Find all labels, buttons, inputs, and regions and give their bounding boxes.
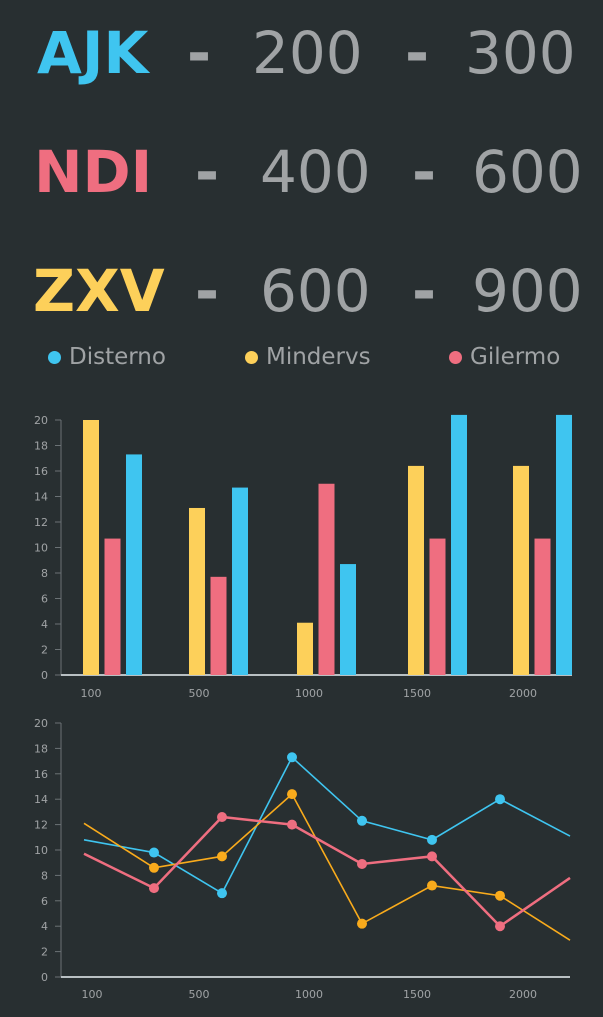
row-high-value: 300 <box>465 19 576 87</box>
bar-disterno <box>232 487 248 675</box>
y-tick-label: 0 <box>41 971 48 984</box>
row-high-value: 900 <box>472 257 583 325</box>
legend-label: Gilermo <box>470 344 561 370</box>
row-high-value: 600 <box>472 138 583 206</box>
row-low-value: 400 <box>260 138 371 206</box>
x-tick-label: 2000 <box>509 988 537 1001</box>
point-mindervs <box>427 880 437 891</box>
point-gilermo <box>427 851 437 862</box>
point-gilermo <box>357 858 367 869</box>
bar-disterno <box>556 414 572 675</box>
row-separator: - <box>412 138 437 206</box>
y-tick-label: 20 <box>34 717 48 730</box>
point-gilermo <box>217 811 227 822</box>
line-gilermo <box>83 815 571 928</box>
bar-chart: 0 2 4 6 8 10 12 14 16 18 20 100 500 1000 1500 2000 <box>34 414 572 700</box>
point-disterno <box>217 888 227 899</box>
bar-mindervs <box>83 420 99 675</box>
y-tick-label: 16 <box>34 465 48 478</box>
row-code: AJK <box>37 19 149 87</box>
legend-dot-icon <box>48 350 61 364</box>
bar-disterno <box>340 564 356 675</box>
bar-gilermo <box>318 483 335 675</box>
line-mindervs <box>83 792 571 941</box>
legend-label: Disterno <box>69 344 166 370</box>
bar-disterno <box>126 454 142 675</box>
bar-gilermo <box>210 576 227 675</box>
legend-label: Mindervs <box>266 344 371 370</box>
y-tick-label: 0 <box>41 669 48 682</box>
point-gilermo <box>287 819 297 830</box>
y-tick-label: 16 <box>34 768 48 781</box>
row-code: ZXV <box>33 257 165 325</box>
row-low-value: 600 <box>260 257 371 325</box>
x-tick-label: 1000 <box>295 687 323 700</box>
y-tick-label: 4 <box>41 920 48 933</box>
row-separator: - <box>412 257 437 325</box>
row-separator: - <box>405 19 430 87</box>
row-low-value: 200 <box>252 19 363 87</box>
x-tick-label: 100 <box>81 687 102 700</box>
legend-dot-icon <box>449 350 462 364</box>
y-tick-label: 8 <box>41 567 48 580</box>
point-mindervs <box>357 918 367 929</box>
legend-item-mindervs: Mindervs <box>245 344 371 370</box>
y-tick-label: 2 <box>41 946 48 959</box>
y-tick-label: 4 <box>41 618 48 631</box>
bar-disterno <box>451 414 467 675</box>
row-code: NDI <box>34 138 153 206</box>
x-tick-label: 500 <box>189 687 210 700</box>
row-separator: - <box>195 138 220 206</box>
y-tick-label: 14 <box>34 491 48 504</box>
point-disterno <box>427 834 437 845</box>
row-separator: - <box>187 19 212 87</box>
bar-mindervs <box>189 507 205 675</box>
point-mindervs <box>495 890 505 901</box>
point-gilermo <box>495 921 505 932</box>
y-tick-label: 10 <box>34 542 48 555</box>
y-tick-label: 8 <box>41 869 48 882</box>
legend-dot-icon <box>245 350 258 364</box>
bar-mindervs <box>408 465 424 675</box>
point-gilermo <box>149 883 159 894</box>
legend-item-disterno: Disterno <box>48 344 166 370</box>
y-tick-label: 14 <box>34 793 48 806</box>
x-tick-label: 2000 <box>509 687 537 700</box>
y-tick-label: 18 <box>34 440 48 453</box>
y-tick-label: 20 <box>34 414 48 427</box>
point-disterno <box>357 815 367 826</box>
line-chart: 0 2 4 6 8 10 12 14 16 18 20 100 500 1000 1500 2000 <box>34 717 571 1001</box>
bar-mindervs <box>297 622 313 675</box>
y-tick-label: 2 <box>41 644 48 657</box>
y-tick-label: 12 <box>34 819 48 832</box>
line-disterno <box>83 755 571 895</box>
x-tick-label: 1500 <box>403 687 431 700</box>
x-tick-label: 500 <box>189 988 210 1001</box>
y-tick-label: 6 <box>41 895 48 908</box>
point-mindervs <box>287 789 297 800</box>
row-separator: - <box>195 257 220 325</box>
y-tick-label: 12 <box>34 516 48 529</box>
point-mindervs <box>149 862 159 873</box>
point-disterno <box>149 847 159 858</box>
bar-gilermo <box>534 538 551 675</box>
y-tick-label: 18 <box>34 742 48 755</box>
legend-item-gilermo: Gilermo <box>449 344 560 370</box>
bar-gilermo <box>104 538 121 675</box>
bar-gilermo <box>429 538 446 675</box>
y-tick-label: 6 <box>41 593 48 606</box>
point-disterno <box>287 752 297 763</box>
point-disterno <box>495 794 505 805</box>
x-tick-label: 1000 <box>295 988 323 1001</box>
bar-mindervs <box>513 465 529 675</box>
x-tick-label: 1500 <box>403 988 431 1001</box>
y-tick-label: 10 <box>34 844 48 857</box>
x-tick-label: 100 <box>82 988 103 1001</box>
point-mindervs <box>217 851 227 862</box>
